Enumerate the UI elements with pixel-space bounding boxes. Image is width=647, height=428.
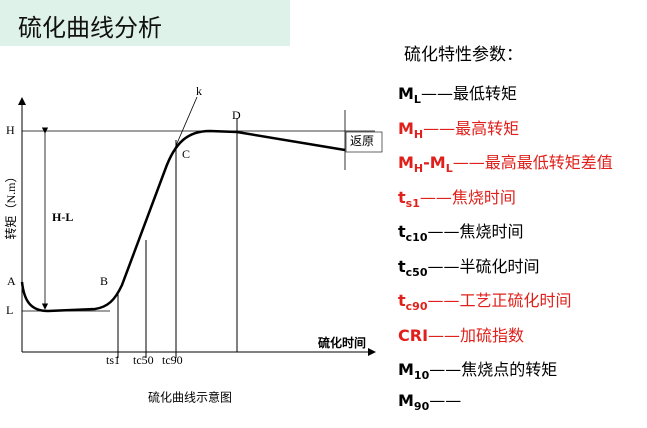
param-symbol: M	[398, 84, 414, 103]
params-heading: 硫化特性参数：	[404, 45, 523, 65]
param-desc: ——加硫指数	[428, 325, 525, 345]
param-symbol: t	[398, 291, 406, 310]
level-label: H	[6, 123, 15, 137]
point-label: B	[100, 274, 108, 288]
param-item: tc10——焦烧时间	[398, 218, 613, 253]
point-label: C	[182, 147, 190, 161]
param-symbol: t	[398, 256, 406, 276]
param-desc: ——	[429, 390, 462, 410]
level-label: L	[6, 303, 13, 317]
param-subscript: c10	[405, 231, 428, 245]
param-subscript: H	[413, 162, 424, 176]
param-item: ML——最低转矩	[398, 80, 613, 115]
point-label: A	[7, 274, 16, 288]
param-item: MH-ML——最高最低转矩差值	[398, 149, 613, 184]
param-desc: ——焦烧点的转矩	[429, 360, 558, 379]
title-bar	[0, 0, 290, 46]
point-label: D	[232, 108, 241, 122]
x-axis-label: 硫化时间	[318, 335, 366, 350]
param-item: ts1——焦烧时间	[398, 184, 613, 219]
axes	[18, 96, 383, 358]
param-subscript: c50	[405, 265, 428, 279]
reversion-label: 返原	[350, 134, 374, 148]
param-item: M90——	[398, 391, 613, 426]
param-symbol: M	[398, 360, 414, 379]
param-symbol: M	[398, 390, 414, 410]
param-item: CRI——加硫指数	[398, 322, 613, 357]
title: 硫化曲线分析	[18, 14, 162, 42]
param-desc: ——最高转矩	[423, 118, 520, 138]
param-symbol: t	[398, 222, 406, 241]
span-label: H-L	[52, 210, 73, 224]
param-item: tc90——工艺正硫化时间	[398, 287, 613, 322]
param-desc: ——最高最低转矩差值	[452, 153, 613, 172]
cure-curve	[20, 129, 346, 313]
time-mark: ts1	[106, 353, 120, 367]
param-symbol: M	[398, 153, 414, 172]
param-desc: ——最低转矩	[420, 84, 517, 103]
caption: 硫化曲线示意图	[148, 390, 232, 405]
param-subscript: L	[445, 162, 453, 176]
point-label: k	[196, 84, 202, 98]
param-desc: ——半硫化时间	[427, 256, 540, 276]
param-subscript: L	[413, 93, 421, 107]
param-symbol: CRI	[398, 325, 429, 345]
param-desc: ——工艺正硫化时间	[427, 291, 572, 310]
param-subscript: s1	[405, 196, 420, 210]
param-item: tc50——半硫化时间	[398, 253, 613, 288]
param-item: M10——焦烧点的转矩	[398, 356, 613, 391]
param-symbol: -M	[423, 153, 446, 172]
params-list: ML——最低转矩 MH——最高转矩 MH-ML——最高最低转矩差值 ts1——焦烧时间…	[398, 80, 613, 425]
param-item: MH——最高转矩	[398, 115, 613, 150]
y-axis-label: 转矩（N.m）	[3, 170, 18, 239]
param-subscript: 90	[413, 399, 430, 413]
param-symbol: t	[398, 187, 406, 207]
param-desc: ——焦烧时间	[427, 222, 524, 241]
param-subscript: 10	[413, 369, 430, 383]
param-subscript: H	[413, 127, 424, 141]
time-mark: tc90	[162, 353, 183, 367]
param-subscript: c90	[405, 300, 428, 314]
param-desc: ——焦烧时间	[419, 187, 516, 207]
param-symbol: M	[398, 118, 414, 138]
time-mark: tc50	[133, 353, 154, 367]
